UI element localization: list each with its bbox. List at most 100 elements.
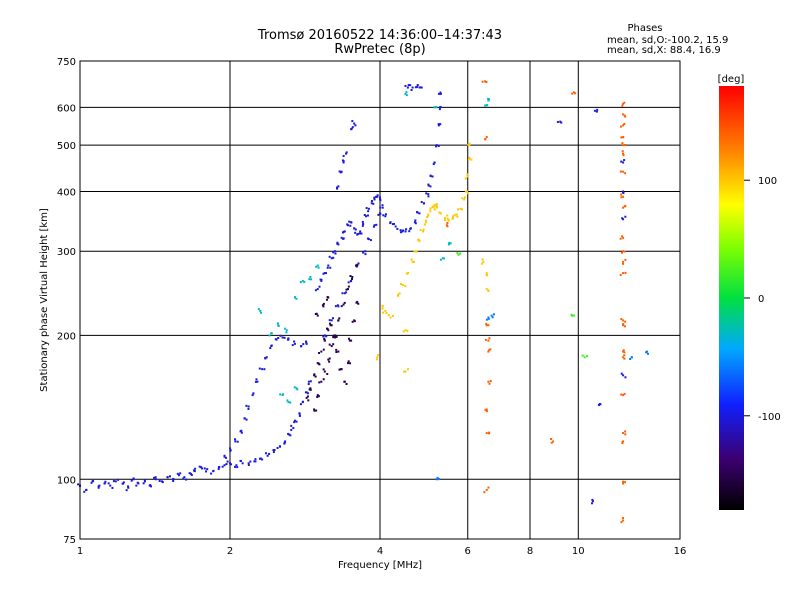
echo-point — [263, 368, 266, 371]
echo-point — [487, 97, 490, 100]
echo-point — [448, 241, 451, 244]
echo-point — [338, 368, 341, 371]
echo-point — [295, 387, 298, 390]
echo-point — [488, 337, 491, 340]
echo-point — [367, 210, 370, 213]
echo-point — [317, 395, 320, 398]
echo-point — [322, 272, 325, 275]
echo-point — [361, 220, 364, 223]
echo-point — [223, 454, 226, 457]
echo-point — [427, 184, 430, 187]
grid-lines — [80, 61, 680, 539]
echo-point — [317, 362, 320, 365]
echo-point — [425, 192, 428, 195]
echo-point — [446, 214, 449, 217]
echo-point — [481, 258, 484, 261]
echo-point — [485, 431, 488, 434]
echo-point — [306, 392, 309, 395]
echo-point — [404, 230, 407, 233]
echo-point — [249, 460, 252, 463]
echo-point — [623, 101, 626, 104]
x-tick-label: 6 — [465, 546, 471, 557]
echo-point — [345, 288, 348, 291]
echo-point — [571, 314, 574, 317]
echo-point — [247, 407, 250, 410]
echo-point — [235, 464, 238, 467]
echo-point — [456, 252, 459, 255]
echo-point — [321, 304, 324, 307]
echo-point — [623, 351, 626, 354]
echo-point — [439, 91, 442, 94]
echo-point — [290, 428, 293, 431]
echo-point — [328, 319, 331, 322]
echo-point — [185, 478, 188, 481]
echo-point — [325, 272, 328, 275]
echo-point — [404, 285, 407, 288]
echo-point — [254, 458, 257, 461]
echo-point — [425, 221, 428, 224]
echo-point — [288, 433, 291, 436]
echo-point — [572, 91, 575, 94]
echo-point — [620, 318, 623, 321]
echo-point — [264, 357, 267, 360]
echo-point — [623, 354, 626, 357]
echo-point — [293, 386, 296, 389]
echo-point — [624, 115, 627, 118]
echo-point — [194, 467, 197, 470]
echo-point — [622, 272, 625, 275]
echo-point — [622, 262, 625, 265]
echo-point — [132, 477, 135, 480]
echo-point — [487, 432, 490, 435]
echo-point — [485, 410, 488, 413]
echo-point — [422, 230, 425, 233]
echo-point — [646, 352, 649, 355]
echo-point — [417, 238, 420, 241]
echo-point — [212, 469, 215, 472]
echo-point — [323, 337, 326, 340]
echo-point — [389, 316, 392, 319]
echo-point — [351, 126, 354, 129]
echo-point — [466, 190, 469, 193]
echo-point — [251, 394, 254, 397]
echo-point — [437, 92, 440, 95]
echo-point — [409, 84, 412, 87]
echo-point — [221, 465, 224, 468]
echo-point — [359, 230, 362, 233]
echo-point — [303, 280, 306, 283]
echo-point — [623, 122, 626, 125]
echo-point — [378, 196, 381, 199]
echo-point — [621, 217, 624, 220]
echo-point — [345, 382, 348, 385]
echo-point — [322, 348, 325, 351]
echo-point — [353, 320, 356, 323]
echo-point — [414, 222, 417, 225]
echo-point — [348, 220, 351, 223]
echo-point — [323, 339, 326, 342]
echo-point — [399, 229, 402, 232]
echo-point — [334, 252, 337, 255]
echo-point — [334, 336, 337, 339]
echo-point — [377, 213, 380, 216]
echo-point — [484, 338, 487, 341]
echo-point — [620, 393, 623, 396]
echo-point — [281, 393, 284, 396]
echo-point — [130, 479, 133, 482]
echo-point — [485, 322, 488, 325]
echo-point — [622, 323, 625, 326]
echo-point — [409, 227, 412, 230]
echo-point — [172, 477, 175, 480]
echo-point — [316, 288, 319, 291]
echo-point — [432, 206, 435, 209]
echo-point — [394, 225, 397, 228]
echo-point — [624, 215, 627, 218]
echo-point — [336, 187, 339, 190]
echo-point — [230, 463, 233, 466]
echo-point — [285, 329, 288, 332]
echo-point — [349, 280, 352, 283]
echo-point — [337, 305, 340, 308]
echo-point — [427, 195, 430, 198]
echo-point — [487, 317, 490, 320]
echo-point — [404, 370, 407, 373]
echo-point — [622, 519, 625, 522]
echo-point — [334, 305, 337, 308]
